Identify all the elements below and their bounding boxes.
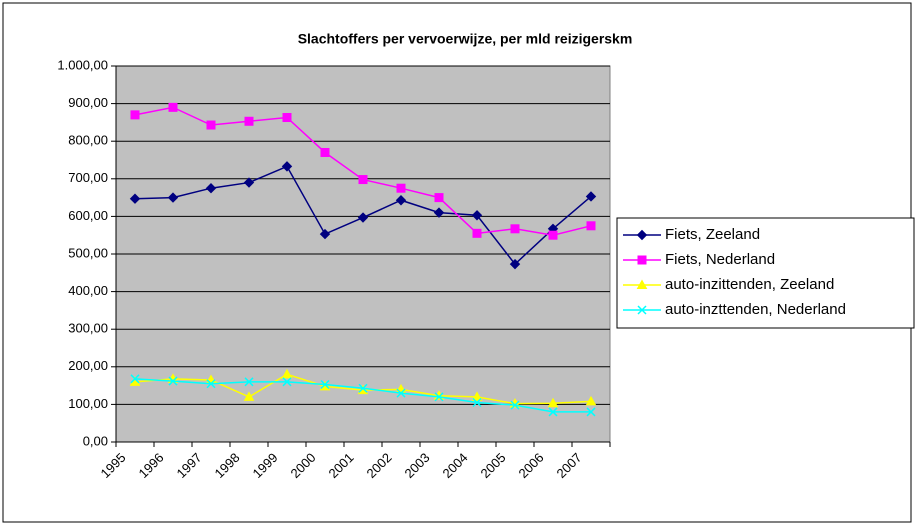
marker	[472, 397, 482, 408]
marker	[281, 368, 293, 379]
y-tick-label: 100,00	[68, 396, 108, 411]
marker	[396, 388, 406, 398]
y-tick-label: 800,00	[68, 133, 108, 148]
marker	[130, 374, 140, 384]
marker	[168, 376, 178, 386]
marker	[244, 377, 254, 387]
marker	[434, 392, 444, 402]
y-tick-label: 1.000,00	[57, 57, 108, 72]
marker	[548, 230, 558, 240]
marker	[434, 193, 444, 203]
marker	[471, 210, 483, 221]
marker	[168, 102, 178, 112]
marker	[586, 221, 596, 231]
marker	[205, 182, 217, 194]
y-tick-label: 600,00	[68, 208, 108, 223]
marker	[636, 229, 648, 241]
marker	[244, 116, 254, 126]
marker	[319, 228, 331, 240]
marker	[471, 391, 483, 401]
marker	[509, 258, 521, 270]
marker	[357, 212, 369, 223]
marker	[585, 395, 597, 406]
marker	[547, 397, 559, 408]
marker	[472, 228, 482, 238]
marker	[129, 193, 141, 204]
legend-label: Fiets, Zeeland	[665, 226, 760, 243]
y-tick-label: 700,00	[68, 170, 108, 185]
legend-box	[616, 217, 915, 329]
marker	[358, 175, 368, 185]
marker	[243, 177, 255, 188]
legend-label: auto-inzittenden, Zeeland	[665, 276, 834, 293]
marker	[510, 224, 520, 234]
marker	[206, 379, 216, 389]
y-tick-label: 200,00	[68, 358, 108, 373]
y-tick-label: 300,00	[68, 321, 108, 336]
marker	[358, 383, 368, 393]
y-tick-label: 400,00	[68, 283, 108, 298]
marker	[585, 191, 597, 202]
marker	[548, 407, 558, 417]
marker	[282, 377, 292, 387]
marker	[320, 147, 330, 157]
marker	[206, 120, 216, 130]
marker	[281, 161, 293, 172]
marker	[243, 391, 255, 401]
marker	[433, 207, 445, 218]
marker	[510, 400, 520, 410]
marker	[282, 113, 292, 123]
chart-title: Slachtoffers per vervoerwijze, per mld r…	[298, 31, 633, 47]
marker	[396, 183, 406, 193]
y-tick-label: 0,00	[83, 433, 108, 448]
marker	[637, 305, 647, 315]
marker	[637, 255, 647, 265]
y-tick-label: 500,00	[68, 245, 108, 260]
marker	[586, 407, 596, 417]
marker	[320, 379, 330, 390]
marker	[167, 192, 179, 203]
marker	[395, 195, 407, 206]
legend-label: auto-inzttenden, Nederland	[665, 301, 846, 318]
y-tick-label: 900,00	[68, 95, 108, 110]
legend-label: Fiets, Nederland	[665, 251, 775, 268]
marker	[636, 279, 648, 289]
marker	[130, 110, 140, 120]
